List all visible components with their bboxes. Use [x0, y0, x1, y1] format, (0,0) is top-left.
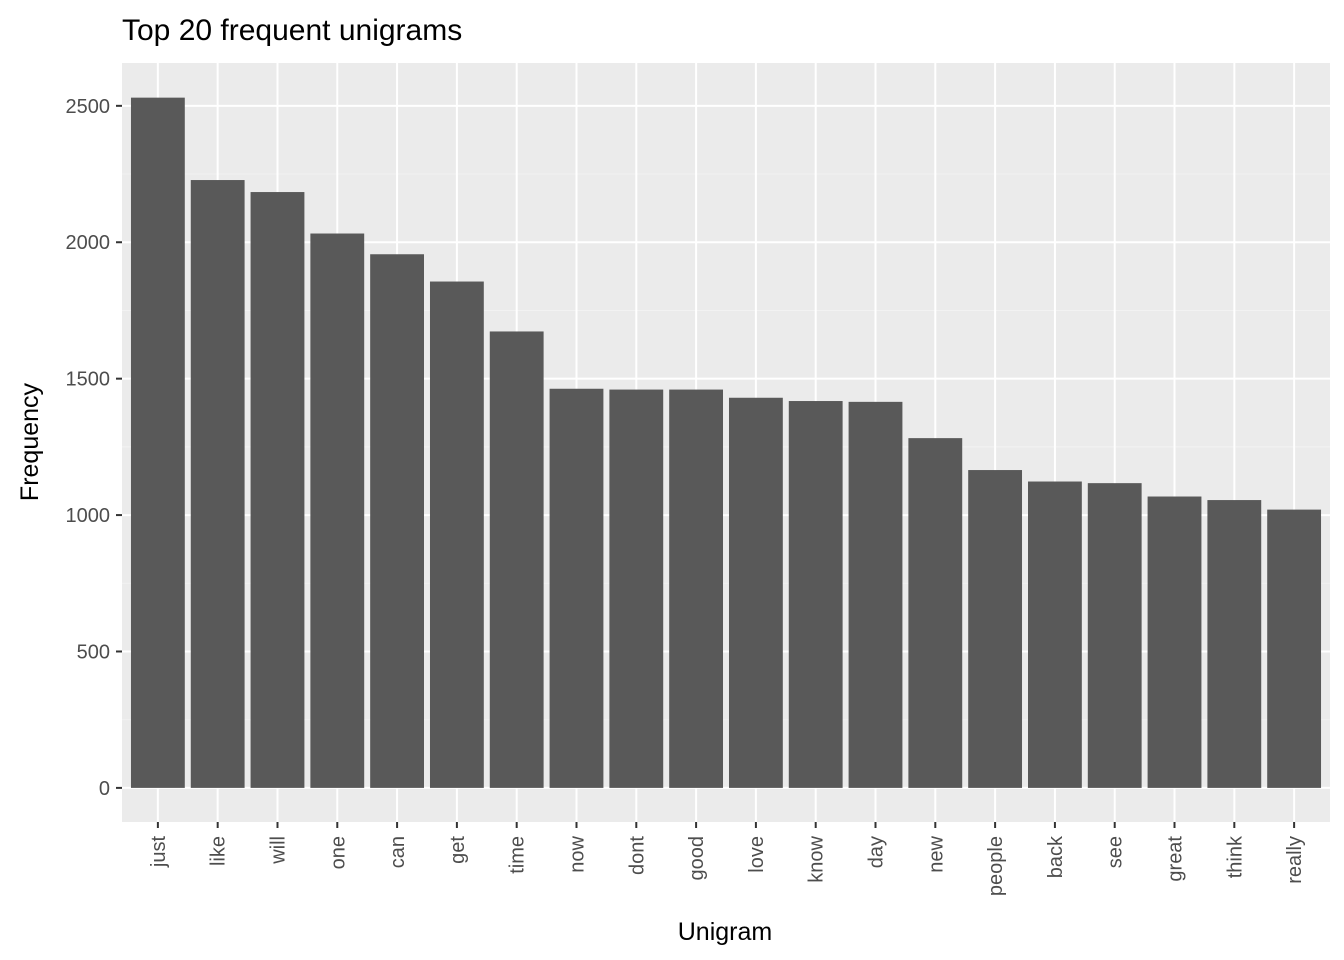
bar-love [728, 397, 783, 788]
bar-time [489, 331, 544, 788]
x-tick-label: new [925, 835, 947, 872]
y-tick-label: 2500 [66, 96, 111, 118]
bar-now [549, 388, 604, 788]
bar-get [429, 281, 484, 788]
x-tick-label: good [686, 836, 708, 881]
bar-just [130, 97, 185, 788]
x-tick-label: great [1165, 836, 1187, 882]
bar-can [370, 254, 424, 788]
bars [130, 97, 1322, 788]
x-tick-label: love [746, 836, 768, 873]
x-tick-label: people [985, 836, 1007, 896]
bar-like [190, 180, 245, 788]
y-tick-label: 1000 [66, 505, 111, 527]
x-tick-label: get [447, 836, 469, 864]
x-tick-label: see [1105, 836, 1127, 868]
bar-really [1267, 509, 1322, 788]
bar-back [1028, 481, 1082, 788]
x-tick-label: just [148, 836, 170, 869]
x-tick-label: know [806, 835, 828, 882]
x-tick-label: now [566, 835, 588, 872]
bar-dont [609, 389, 664, 788]
bar-people [968, 470, 1023, 788]
bar-see [1087, 483, 1142, 788]
x-tick-label: will [267, 836, 289, 865]
bar-great [1147, 496, 1202, 788]
bar-think [1207, 500, 1262, 788]
y-tick-label: 0 [99, 778, 110, 800]
chart-title: Top 20 frequent unigrams [122, 14, 462, 47]
bar-will [250, 192, 305, 788]
bar-one [310, 233, 365, 788]
x-tick-label: really [1284, 836, 1306, 884]
y-tick-label: 1500 [66, 369, 111, 391]
y-tick-label: 2000 [66, 232, 111, 254]
x-tick-label: back [1045, 835, 1067, 878]
bar-know [788, 401, 843, 788]
x-axis: just like will one can get time now dont good love… [148, 822, 1306, 896]
x-tick-label: one [327, 836, 349, 869]
x-axis-title: Unigram [678, 918, 772, 946]
bar-good [669, 389, 724, 788]
bar-day [848, 401, 903, 788]
x-tick-label: dont [626, 836, 648, 875]
y-tick-label: 500 [77, 641, 110, 663]
bar-new [908, 438, 963, 788]
x-tick-label: like [208, 836, 230, 866]
x-tick-label: can [387, 836, 409, 868]
x-tick-label: think [1224, 835, 1246, 878]
y-axis: 0 500 1000 1500 2000 2500 [66, 96, 122, 800]
x-tick-label: time [507, 836, 529, 874]
y-axis-title: Frequency [16, 382, 44, 501]
x-tick-label: day [866, 836, 888, 868]
